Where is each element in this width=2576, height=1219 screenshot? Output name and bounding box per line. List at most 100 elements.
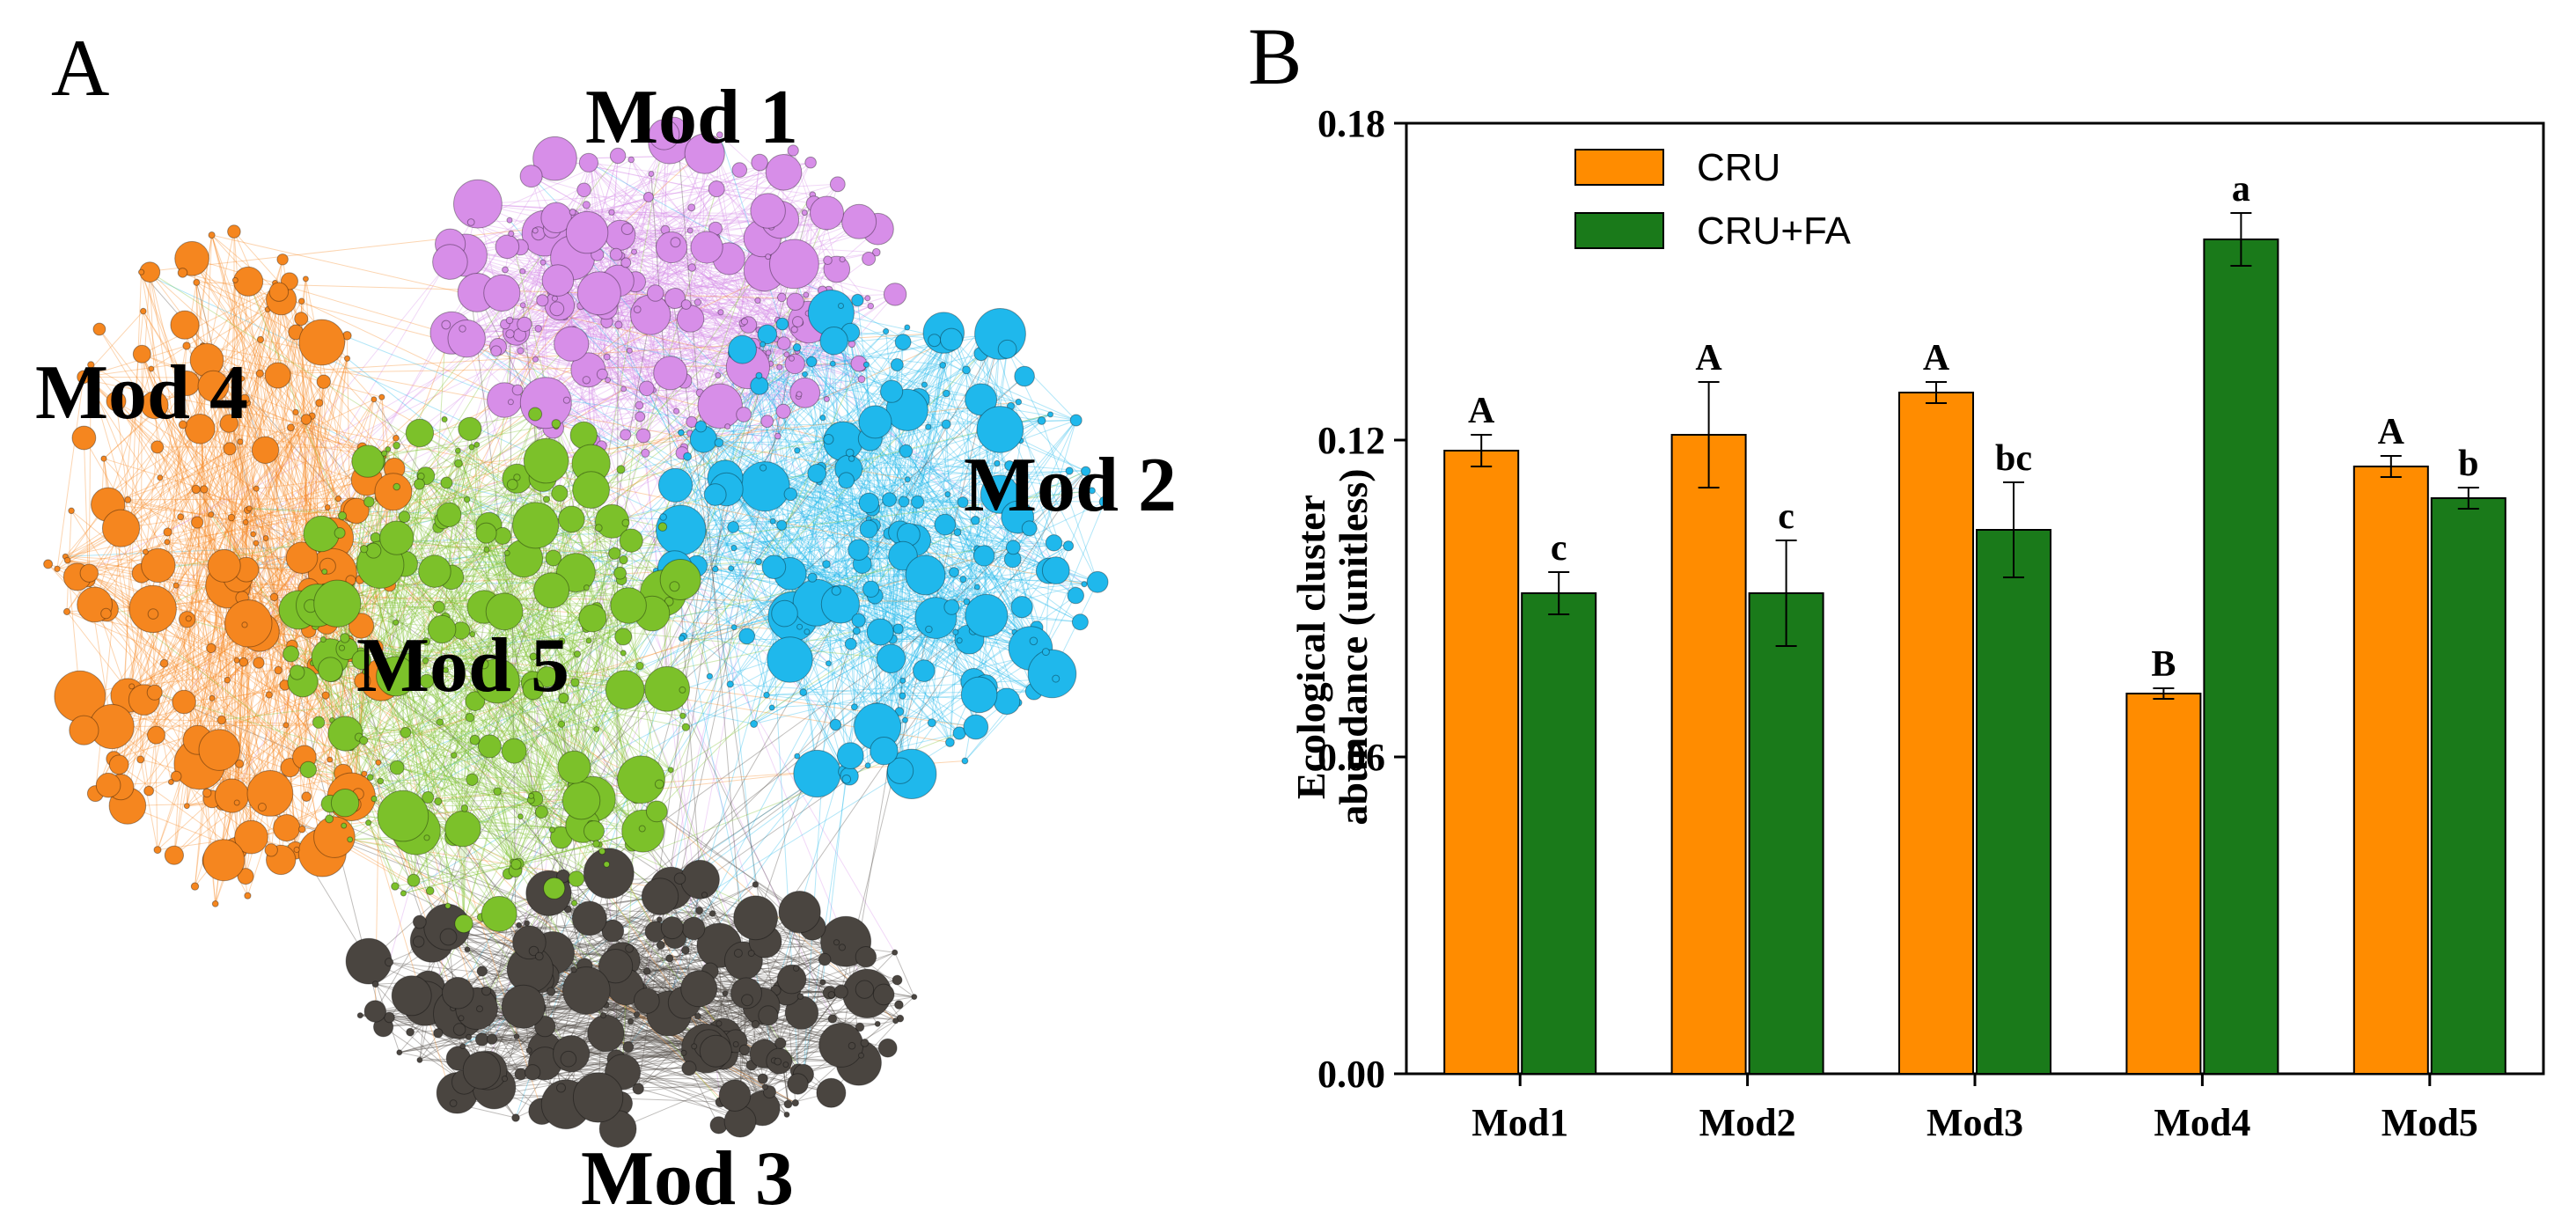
network-node xyxy=(551,419,561,429)
network-node xyxy=(818,1022,864,1068)
network-edge xyxy=(373,540,632,552)
network-node xyxy=(451,752,458,759)
network-node xyxy=(363,1000,386,1023)
network-node xyxy=(890,358,904,371)
network-edge xyxy=(699,258,730,393)
network-edge xyxy=(445,670,597,731)
network-node xyxy=(733,949,743,958)
network-node xyxy=(851,293,864,307)
network-edge xyxy=(681,338,954,639)
network-node xyxy=(957,496,969,509)
network-edge xyxy=(246,402,249,570)
network-edge xyxy=(481,1068,689,1071)
network-edge xyxy=(532,485,676,684)
network-edge xyxy=(724,364,943,479)
network-node xyxy=(381,450,388,457)
network-node xyxy=(1037,416,1046,425)
network-node xyxy=(217,715,227,725)
network-edge xyxy=(984,554,1085,585)
network-node xyxy=(775,403,791,419)
network-edge xyxy=(374,356,764,1012)
network-node xyxy=(823,434,834,445)
network-edge xyxy=(496,665,641,682)
network-node xyxy=(678,635,686,643)
network-node xyxy=(132,344,151,363)
network-node xyxy=(557,750,591,784)
network-edge xyxy=(507,246,657,314)
network-node xyxy=(501,984,546,1029)
network-node xyxy=(407,873,421,887)
network-node xyxy=(963,598,971,606)
network-node xyxy=(269,592,279,602)
network-edge xyxy=(403,554,985,894)
network-node xyxy=(635,411,646,422)
network-edge xyxy=(341,647,648,1002)
network-edge xyxy=(606,356,627,436)
network-node xyxy=(164,845,184,865)
network-edge xyxy=(384,444,477,454)
significance-letter: A xyxy=(2378,412,2405,452)
network-node xyxy=(716,1020,723,1027)
network-edge xyxy=(892,334,950,640)
network-edge xyxy=(194,803,224,887)
network-edge xyxy=(635,281,801,324)
network-node xyxy=(973,545,995,567)
bar-cru-mod5 xyxy=(2352,466,2429,1075)
network-nodes xyxy=(43,116,1111,1148)
network-node xyxy=(523,437,569,484)
network-node xyxy=(953,528,962,537)
network-edge xyxy=(741,471,1087,972)
network-node xyxy=(603,353,611,361)
network-edge xyxy=(585,379,757,909)
network-node xyxy=(1029,636,1038,646)
network-edge xyxy=(120,419,307,788)
network-edge xyxy=(637,488,727,1090)
network-edge xyxy=(385,538,567,776)
network-edge xyxy=(65,498,339,557)
network-node xyxy=(508,230,515,238)
network-node xyxy=(633,1011,641,1018)
network-node xyxy=(274,665,283,675)
network-node xyxy=(351,444,385,478)
network-edge xyxy=(732,526,929,630)
network-edge xyxy=(681,438,829,639)
network-edge xyxy=(531,175,716,230)
network-node xyxy=(147,608,159,620)
network-edge xyxy=(512,829,553,863)
network-node xyxy=(578,152,599,173)
network-node xyxy=(867,302,875,310)
network-node xyxy=(241,621,248,628)
network-node xyxy=(505,316,514,325)
network-node xyxy=(620,386,627,393)
network-edge xyxy=(481,263,795,334)
network-node xyxy=(164,539,171,546)
network-node xyxy=(576,271,621,316)
network-node xyxy=(866,618,894,646)
network-node xyxy=(265,691,273,699)
network-edge xyxy=(477,203,781,220)
network-node xyxy=(519,165,543,188)
network-node xyxy=(297,825,306,833)
network-node xyxy=(557,720,566,728)
network-node xyxy=(1081,581,1088,588)
network-node xyxy=(197,370,230,402)
network-edge xyxy=(512,844,600,863)
network-node xyxy=(657,467,694,503)
network-edge xyxy=(317,520,613,606)
network-edge xyxy=(385,269,552,539)
network-edge xyxy=(344,802,500,914)
network-node xyxy=(939,362,947,369)
network-node xyxy=(796,391,803,398)
network-node xyxy=(393,434,400,442)
network-edge xyxy=(759,375,958,533)
network-edge xyxy=(663,327,908,518)
y-tick-label: 0.00 xyxy=(1317,1053,1385,1096)
network-node xyxy=(921,381,928,388)
network-node xyxy=(1005,540,1021,555)
network-edge xyxy=(65,555,316,571)
network-edge xyxy=(889,353,982,500)
network-node xyxy=(253,540,260,547)
network-node xyxy=(620,650,627,657)
network-edge xyxy=(382,216,575,661)
network-edge xyxy=(840,305,893,640)
